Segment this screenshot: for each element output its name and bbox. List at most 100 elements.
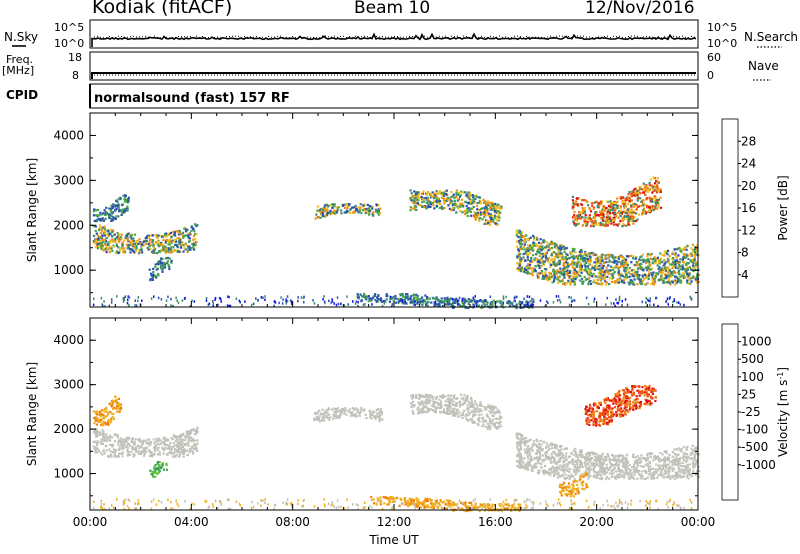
power-near-range-cell <box>673 299 676 302</box>
power-near-range-cell <box>605 303 607 306</box>
power-echo-cell <box>466 207 469 210</box>
power-echo-cell <box>482 299 485 302</box>
velocity-echo-cell <box>105 410 108 413</box>
power-echo-cell <box>133 239 136 243</box>
power-echo-cell <box>584 261 587 264</box>
power-near-range-cell <box>587 302 590 306</box>
power-echo-cell <box>150 274 153 277</box>
power-echo-cell <box>592 281 595 284</box>
power-echo-cell <box>525 267 528 270</box>
power-echo-cell <box>331 206 334 209</box>
power-echo-cell <box>102 249 105 252</box>
power-echo-cell <box>548 272 551 275</box>
velocity-echo-cell <box>195 432 198 435</box>
velocity-echo-cell <box>156 448 160 451</box>
power-echo-cell <box>630 220 633 223</box>
velocity-echo-cell <box>496 408 499 411</box>
power-echo-cell <box>607 215 610 218</box>
power-echo-cell <box>147 234 150 237</box>
velocity-echo-cell <box>419 401 422 404</box>
velocity-echo-cell <box>125 445 128 449</box>
velocity-echo-cell <box>115 433 118 436</box>
power-near-range-cell <box>391 304 393 308</box>
power-near-range-cell <box>463 303 465 306</box>
power-echo-cell <box>521 259 524 262</box>
power-echo-cell <box>684 257 687 260</box>
power-echo-cell <box>124 198 127 201</box>
power-echo-cell <box>165 235 169 238</box>
power-echo-cell <box>608 259 611 262</box>
power-near-range-cell <box>103 300 105 303</box>
velocity-echo-cell <box>468 412 471 415</box>
power-echo-cell <box>95 239 98 242</box>
power-near-range-cell <box>673 298 675 301</box>
power-echo-cell <box>651 186 655 189</box>
power-echo-cell <box>186 250 189 253</box>
power-echo-cell <box>627 215 631 218</box>
power-echo-cell <box>667 249 670 252</box>
power-echo-cell <box>363 203 366 206</box>
power-echo-cell <box>498 216 501 219</box>
power-echo-cell <box>580 212 583 215</box>
velocity-echo-cell <box>138 447 141 450</box>
power-echo-cell <box>377 209 380 212</box>
power-echo-cell <box>126 235 129 238</box>
power-echo-cell <box>674 265 677 268</box>
power-echo-cell <box>586 261 589 264</box>
power-echo-cell <box>576 223 579 226</box>
velocity-echo-cell <box>190 440 193 443</box>
power-echo-cell <box>652 185 655 188</box>
velocity-echo-cell <box>100 442 103 445</box>
power-echo-cell <box>321 213 325 216</box>
power-echo-cell <box>587 283 590 286</box>
power-echo-cell <box>192 235 196 238</box>
velocity-echo-cell <box>116 404 119 408</box>
power-echo-cell <box>692 262 695 265</box>
power-echo-cell <box>377 297 380 301</box>
power-echo-cell <box>548 277 551 280</box>
power-echo-cell <box>628 283 631 286</box>
power-echo-cell <box>543 275 546 279</box>
power-echo-cell <box>654 182 657 185</box>
power-echo-cell <box>583 207 586 210</box>
velocity-echo-cell <box>135 448 138 451</box>
power-echo-cell <box>129 251 132 254</box>
power-echo-cell <box>570 252 573 255</box>
power-echo-cell <box>662 268 665 272</box>
power-echo-cell <box>460 202 463 206</box>
power-echo-cell <box>664 261 667 264</box>
power-echo-cell <box>126 207 129 210</box>
power-echo-cell <box>571 247 574 250</box>
power-echo-cell <box>612 219 615 222</box>
power-echo-cell <box>663 273 666 276</box>
power-echo-cell <box>193 230 196 233</box>
velocity-echo-cell <box>160 442 163 445</box>
power-echo-cell <box>565 265 568 269</box>
power-echo-cell <box>106 212 109 216</box>
power-echo-cell <box>625 267 628 271</box>
power-echo-cell <box>422 205 425 208</box>
power-echo-cell <box>556 269 559 272</box>
power-echo-cell <box>459 194 462 197</box>
velocity-echo-cell <box>443 411 446 414</box>
power-echo-cell <box>431 195 434 198</box>
nave-tick-low: 0 <box>707 69 714 82</box>
power-echo-cell <box>121 241 124 244</box>
power-echo-cell <box>636 283 639 286</box>
velocity-echo-cell <box>158 461 161 464</box>
velocity-echo-cell <box>116 434 119 437</box>
power-echo-cell <box>443 200 446 203</box>
velocity-echo-cell <box>453 412 456 415</box>
velocity-echo-cell <box>189 448 192 451</box>
power-echo-cell <box>622 223 625 226</box>
power-echo-cell <box>559 245 562 248</box>
power-echo-cell <box>112 203 115 206</box>
velocity-echo-cell <box>150 472 153 476</box>
power-echo-cell <box>573 223 576 226</box>
velocity-echo-cell <box>117 397 121 400</box>
velocity-echo-cell <box>416 408 419 411</box>
power-echo-cell <box>175 249 178 252</box>
power-echo-cell <box>619 213 622 216</box>
velocity-echo-cell <box>477 424 480 427</box>
